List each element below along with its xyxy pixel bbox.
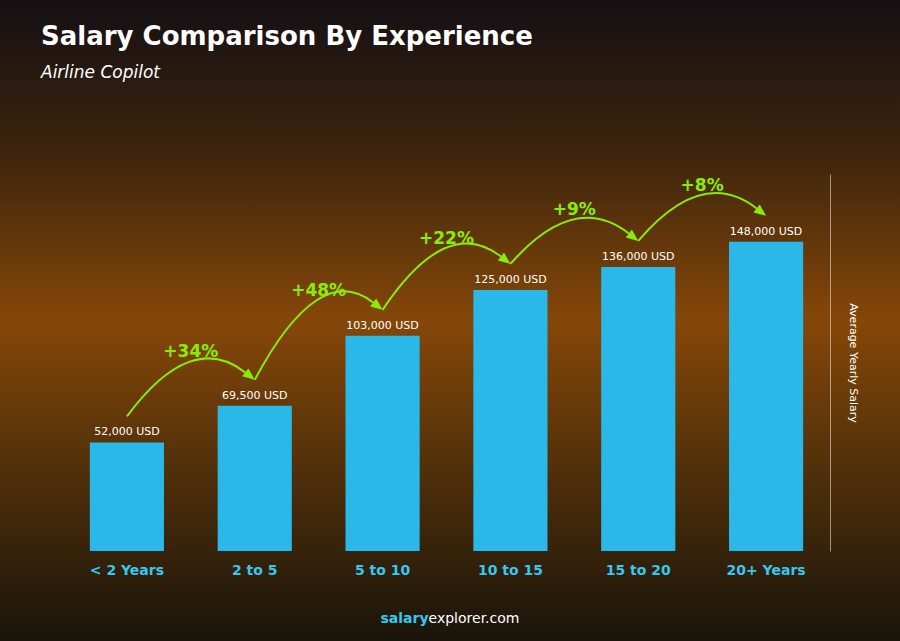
svg-text:20+ Years: 20+ Years [727, 562, 806, 578]
svg-text:explorer.com: explorer.com [429, 610, 520, 626]
svg-text:2 to 5: 2 to 5 [232, 562, 278, 578]
svg-text:< 2 Years: < 2 Years [90, 562, 164, 578]
svg-text:10 to 15: 10 to 15 [478, 562, 543, 578]
svg-text:148,000 USD: 148,000 USD [730, 225, 803, 238]
svg-text:Average Yearly Salary: Average Yearly Salary [847, 303, 860, 423]
svg-text:136,000 USD: 136,000 USD [602, 250, 675, 263]
svg-text:+48%: +48% [291, 280, 346, 300]
svg-text:5 to 10: 5 to 10 [355, 562, 411, 578]
svg-text:+8%: +8% [681, 175, 724, 195]
svg-text:Salary Comparison By Experienc: Salary Comparison By Experience [41, 21, 533, 51]
svg-text:52,000 USD: 52,000 USD [94, 425, 160, 438]
svg-text:125,000 USD: 125,000 USD [474, 273, 547, 286]
svg-text:+34%: +34% [163, 341, 218, 361]
svg-text:+9%: +9% [553, 199, 596, 219]
svg-text:salary: salary [381, 610, 429, 626]
svg-text:+22%: +22% [419, 228, 474, 248]
svg-text:69,500 USD: 69,500 USD [222, 389, 288, 402]
svg-text:15 to 20: 15 to 20 [606, 562, 671, 578]
svg-text:Airline Copilot: Airline Copilot [40, 62, 161, 82]
svg-text:103,000 USD: 103,000 USD [346, 319, 419, 332]
